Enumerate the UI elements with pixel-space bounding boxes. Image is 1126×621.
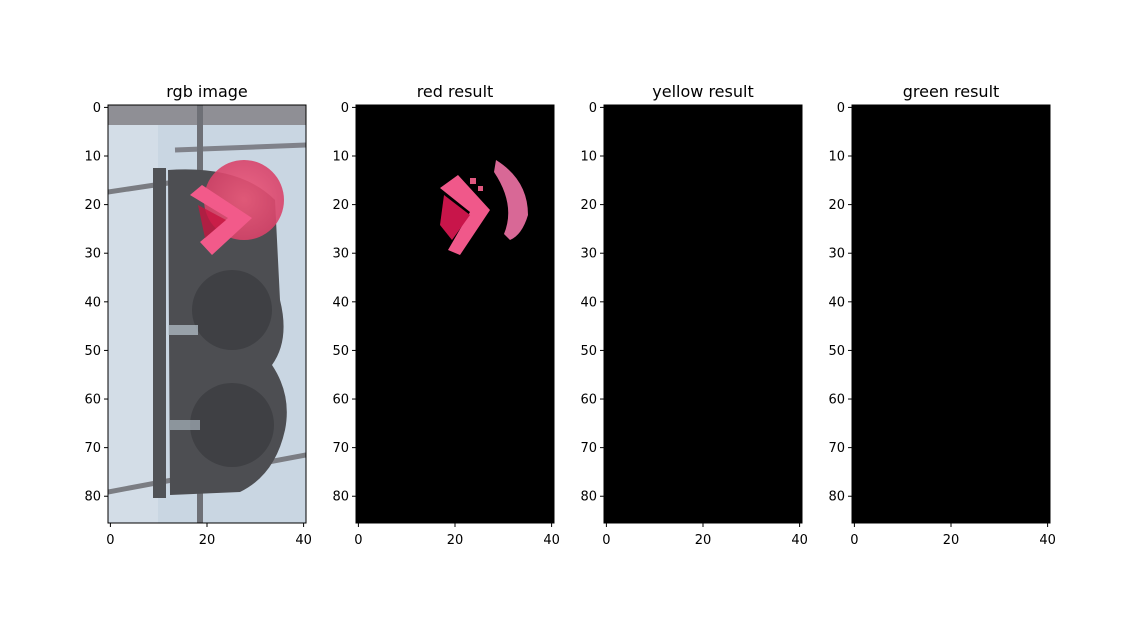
y-tick-label: 30: [828, 247, 845, 262]
y-tick-label: 60: [580, 393, 597, 408]
y-axis: 0 10 20 30 40 50 60 70 80: [84, 101, 108, 505]
x-tick-label: 40: [543, 533, 560, 548]
y-tick-label: 50: [580, 344, 597, 359]
panel-green-result: green result 0 10 20 30 40 50 60 70 80 0 20 40: [828, 82, 1055, 548]
y-tick-label: 0: [589, 101, 597, 116]
x-axis: 0 20 40: [106, 523, 312, 548]
y-tick-label: 60: [84, 393, 101, 408]
y-tick-label: 30: [332, 247, 349, 262]
y-tick-label: 80: [828, 490, 845, 505]
y-axis: 0 10 20 30 40 50 60 70 80: [580, 101, 604, 505]
y-tick-label: 40: [580, 295, 597, 310]
y-tick-label: 30: [84, 247, 101, 262]
y-tick-label: 0: [341, 101, 349, 116]
panel-title: green result: [903, 82, 1000, 101]
y-tick-label: 20: [580, 198, 597, 213]
panel-red-result: red result 0 10 20 30 40 50 60 70 80 0 20 40: [332, 82, 559, 548]
x-tick-label: 40: [791, 533, 808, 548]
y-tick-label: 20: [84, 198, 101, 213]
x-tick-label: 0: [354, 533, 362, 548]
y-tick-label: 0: [93, 101, 101, 116]
y-tick-label: 60: [828, 393, 845, 408]
x-axis: 0 20 40: [354, 523, 560, 548]
rgb-image: [108, 105, 306, 523]
y-tick-label: 30: [580, 247, 597, 262]
y-axis: 0 10 20 30 40 50 60 70 80: [828, 101, 852, 505]
y-tick-label: 10: [580, 150, 597, 165]
panel-yellow-result: yellow result 0 10 20 30 40 50 60 70 80 0 20 40: [580, 82, 807, 548]
x-tick-label: 40: [1039, 533, 1056, 548]
y-tick-label: 80: [84, 490, 101, 505]
x-tick-label: 0: [602, 533, 610, 548]
x-axis: 0 20 40: [850, 523, 1056, 548]
y-tick-label: 70: [332, 441, 349, 456]
red-mask-image: [356, 105, 554, 523]
y-tick-label: 50: [332, 344, 349, 359]
y-tick-label: 50: [84, 344, 101, 359]
panel-title: yellow result: [652, 82, 753, 101]
x-axis: 0 20 40: [602, 523, 808, 548]
y-tick-label: 10: [828, 150, 845, 165]
x-tick-label: 20: [447, 533, 464, 548]
y-tick-label: 70: [84, 441, 101, 456]
y-tick-label: 50: [828, 344, 845, 359]
x-tick-label: 40: [295, 533, 312, 548]
y-tick-label: 20: [332, 198, 349, 213]
y-tick-label: 40: [84, 295, 101, 310]
x-tick-label: 0: [106, 533, 114, 548]
y-tick-label: 40: [828, 295, 845, 310]
green-mask-image: [852, 105, 1050, 523]
y-tick-label: 0: [837, 101, 845, 116]
panel-title: rgb image: [166, 82, 248, 101]
y-tick-label: 10: [332, 150, 349, 165]
yellow-mask-image: [604, 105, 802, 523]
y-axis: 0 10 20 30 40 50 60 70 80: [332, 101, 356, 505]
y-tick-label: 20: [828, 198, 845, 213]
panel-title: red result: [417, 82, 494, 101]
y-tick-label: 80: [580, 490, 597, 505]
y-tick-label: 70: [580, 441, 597, 456]
x-tick-label: 20: [695, 533, 712, 548]
y-tick-label: 70: [828, 441, 845, 456]
x-tick-label: 20: [199, 533, 216, 548]
y-tick-label: 60: [332, 393, 349, 408]
y-tick-label: 40: [332, 295, 349, 310]
y-tick-label: 10: [84, 150, 101, 165]
x-tick-label: 0: [850, 533, 858, 548]
x-tick-label: 20: [943, 533, 960, 548]
y-tick-label: 80: [332, 490, 349, 505]
